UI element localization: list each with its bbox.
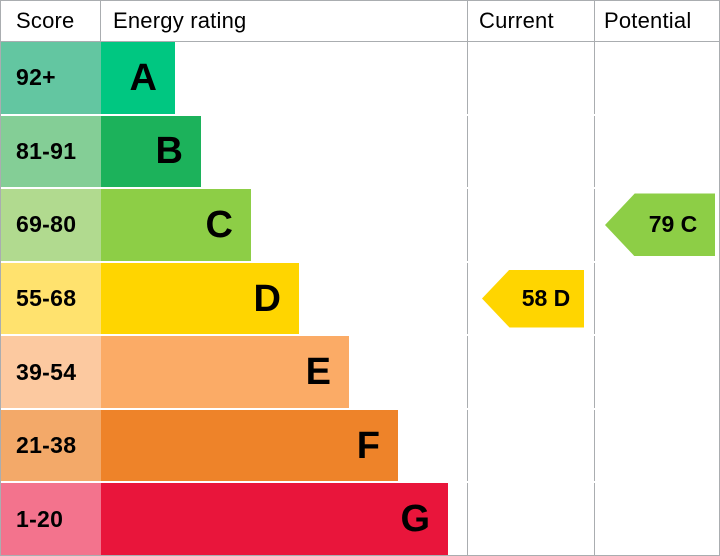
row-spacer	[299, 263, 467, 335]
potential-rating-marker: 79 C	[605, 193, 715, 257]
band-row-d: 55-68 D 58 D	[1, 262, 719, 335]
band-row-g: 1-20 G	[1, 483, 719, 555]
current-column-cell	[467, 483, 594, 555]
band-row-c: 69-80 C 79 C	[1, 189, 719, 261]
row-spacer	[349, 336, 467, 408]
row-spacer	[175, 42, 467, 114]
potential-column-cell	[594, 115, 719, 188]
current-rating-marker: 58 D	[482, 269, 584, 328]
potential-column-cell	[594, 42, 719, 114]
rating-bar-g: G	[101, 483, 448, 555]
band-rows: 92+ A 81-91 B 69-80 C 79 C 55-68 D 58 D 39-54 E 21-3…	[1, 42, 719, 555]
current-column-cell	[467, 336, 594, 408]
score-range-label: 39-54	[1, 336, 101, 408]
row-spacer	[201, 116, 467, 188]
current-column-cell	[467, 189, 594, 261]
row-spacer	[398, 410, 467, 482]
potential-column-cell	[594, 409, 719, 482]
current-column-cell	[467, 409, 594, 482]
rating-bar-c: C	[101, 189, 251, 261]
rating-bar-a: A	[101, 42, 175, 114]
rating-bar-e: E	[101, 336, 349, 408]
potential-column-cell	[594, 336, 719, 408]
chart-header: Score Energy rating Current Potential	[1, 1, 719, 42]
current-column-cell	[467, 115, 594, 188]
rating-bar-b: B	[101, 115, 201, 188]
row-spacer	[448, 483, 467, 555]
potential-column-cell: 79 C	[594, 189, 719, 261]
current-column-cell	[467, 42, 594, 114]
header-energy-rating: Energy rating	[113, 8, 247, 33]
score-range-label: 92+	[1, 42, 101, 114]
score-range-label: 1-20	[1, 483, 101, 555]
rating-bar-f: F	[101, 409, 398, 482]
score-range-label: 81-91	[1, 115, 101, 188]
score-range-label: 21-38	[1, 409, 101, 482]
potential-column-cell	[594, 262, 719, 335]
rating-bar-d: D	[101, 262, 299, 335]
band-row-f: 21-38 F	[1, 409, 719, 482]
band-row-e: 39-54 E	[1, 336, 719, 408]
current-column-cell: 58 D	[467, 262, 594, 335]
row-spacer	[251, 189, 467, 261]
potential-column-cell	[594, 483, 719, 555]
band-row-b: 81-91 B	[1, 115, 719, 188]
score-range-label: 69-80	[1, 189, 101, 261]
band-row-a: 92+ A	[1, 42, 719, 114]
header-current: Current	[467, 1, 594, 41]
header-score: Score	[1, 1, 101, 41]
score-range-label: 55-68	[1, 262, 101, 335]
header-potential: Potential	[594, 1, 719, 41]
